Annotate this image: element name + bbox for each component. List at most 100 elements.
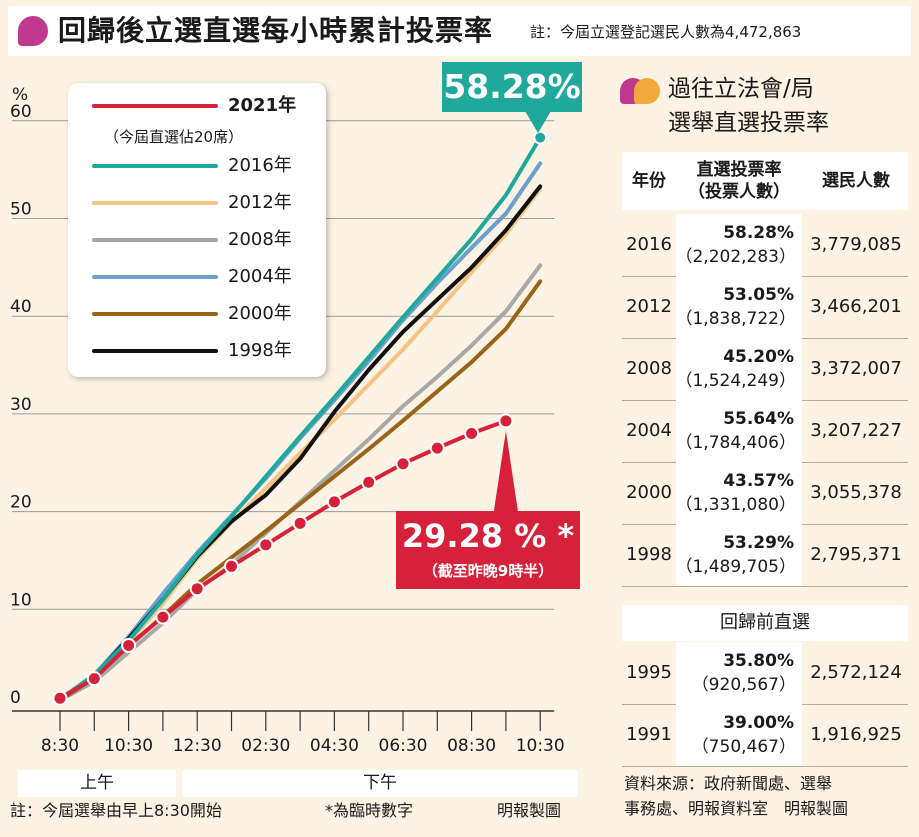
row-voters: 1,916,925 [810, 724, 902, 745]
point-2021-0 [52, 690, 68, 706]
legend-label-2016: 2016年 [228, 155, 292, 176]
row-rate: 35.80% [723, 651, 794, 671]
legend-label-2012: 2012年 [228, 192, 292, 213]
header-rate-line2: （投票人數） [688, 182, 790, 202]
table-row: 2012 53.05% （1,838,722） 3,466,201 [622, 276, 908, 339]
side-title-line2: 選舉直選投票率 [668, 110, 829, 136]
header-year: 年份 [632, 171, 666, 191]
x-tick-label-0: 8:30 [41, 736, 79, 756]
orange-dot-icon [634, 78, 660, 104]
point-2021-11 [429, 440, 445, 456]
footer-note: 註：今屆選舉由早上8:30開始 [10, 801, 222, 820]
row-rate-cell: 43.57% （1,331,080） [675, 462, 802, 524]
row-rate-cell: 53.29% （1,489,705） [675, 524, 802, 586]
table-row: 2016 58.28% （2,202,283） 3,779,085 [622, 214, 908, 277]
y-tick-label-40: 40 [10, 297, 32, 317]
legend-note: （今屆直選佔20席） [104, 128, 244, 146]
row-votes: （920,567） [691, 675, 796, 695]
row-votes: （1,331,080） [675, 495, 796, 515]
point-2021-12 [464, 425, 480, 441]
y-tick-label-0: 0 [10, 688, 21, 708]
table-row: 1998 53.29% （1,489,705） 2,795,371 [622, 524, 908, 587]
table-row: 2008 45.20% （1,524,249） 3,372,007 [622, 338, 908, 401]
row-rate-cell: 55.64% （1,784,406） [675, 400, 802, 462]
row-voters: 3,207,227 [810, 420, 902, 441]
row-rate: 55.64% [723, 409, 794, 429]
row-rate-cell: 39.00% （750,467） [676, 704, 802, 766]
source-line1: 資料來源：政府新聞處、選舉 [624, 774, 833, 793]
header-rate-line1: 直選投票率 [696, 160, 782, 180]
footer-credit: 明報製圖 [497, 801, 562, 820]
x-tick-label-4: 12:30 [173, 736, 222, 756]
row-votes: （1,838,722） [675, 309, 796, 329]
legend-item-2008: 2008年 [92, 223, 322, 257]
x-tick-label-2: 10:30 [104, 736, 153, 756]
row-rate: 53.29% [723, 533, 794, 553]
legend-item-1998: 1998年 [92, 334, 322, 368]
title-note: 註：今屆立選登記選民人數為4,472,863 [530, 23, 802, 41]
row-votes: （2,202,283） [675, 247, 796, 267]
legend-item-2021: 2021年 （今屆直選佔20席） [92, 89, 322, 146]
legend-label-2008: 2008年 [228, 229, 292, 250]
row-rate-cell: 53.05% （1,838,722） [675, 276, 802, 338]
chart-title: 回歸後立選直選每小時累計投票率 [58, 14, 494, 47]
row-year: 2004 [626, 420, 672, 441]
callout-2021-pointer [493, 430, 518, 511]
table-row: 1991 39.00% （750,467） 1,916,925 [622, 704, 908, 767]
row-votes: （750,467） [691, 737, 796, 757]
legend-item-2000: 2000年 [92, 297, 322, 331]
callout-2021-value: 29.28 % * [401, 517, 575, 555]
footer-star-note: *為臨時數字 [325, 801, 414, 820]
callout-2016-final: 58.28% [442, 62, 582, 112]
callout-2016-pointer [525, 111, 551, 133]
row-year: 2000 [626, 482, 672, 503]
table-row: 2004 55.64% （1,784,406） 3,207,227 [622, 400, 908, 463]
point-2016-final [533, 130, 548, 145]
row-votes: （1,489,705） [675, 557, 796, 577]
table-row: 1995 35.80% （920,567） 2,572,124 [622, 642, 908, 705]
row-rate: 39.00% [723, 713, 794, 733]
point-2021-13 [498, 413, 514, 429]
legend-label-1998: 1998年 [228, 340, 292, 361]
y-tick-label-30: 30 [10, 395, 32, 415]
legend-swatch-2008 [92, 238, 218, 242]
row-rate: 58.28% [723, 223, 794, 243]
table-row: 2000 43.57% （1,331,080） 3,055,378 [622, 462, 908, 525]
x-tick-label-10: 06:30 [379, 736, 428, 756]
title-bar: 回歸後立選直選每小時累計投票率 註：今屆立選登記選民人數為4,472,863 [8, 6, 911, 56]
y-tick-label-20: 20 [10, 493, 32, 513]
chart-series [52, 130, 548, 706]
row-voters: 3,466,201 [810, 296, 902, 317]
source-line2: 事務處、明報資料室 明報製圖 [624, 799, 849, 818]
pre-handover-header: 回歸前直選 [622, 605, 908, 641]
y-tick-label-10: 10 [10, 590, 32, 610]
series-line-2016年 [58, 135, 543, 702]
row-year: 1995 [626, 662, 672, 683]
row-rate-cell: 58.28% （2,202,283） [675, 214, 802, 276]
point-2021-7 [292, 515, 308, 531]
legend-label-2000: 2000年 [228, 303, 292, 324]
period-label-pm: 下午 [182, 770, 578, 797]
legend-swatch-2016 [92, 164, 218, 168]
legend-swatch-2021 [92, 104, 218, 108]
x-tick-label-12: 08:30 [447, 736, 496, 756]
point-2021-3 [155, 609, 171, 625]
point-2021-2 [121, 637, 137, 653]
legend-label-2004: 2004年 [228, 266, 292, 287]
point-2021-5 [224, 558, 239, 574]
legend-swatch-2004 [92, 275, 218, 279]
row-year: 2008 [626, 358, 672, 379]
point-2021-4 [189, 581, 205, 597]
legend-item-2004: 2004年 [92, 260, 322, 294]
x-tick-label-14: 10:30 [516, 736, 565, 756]
x-tick-label-8: 04:30 [310, 736, 359, 756]
legend-item-2012: 2012年 [92, 186, 322, 220]
point-2021-1 [86, 671, 102, 687]
row-rate-cell: 45.20% （1,524,249） [675, 338, 802, 400]
header-voters: 選民人數 [822, 171, 890, 191]
row-year: 1998 [626, 544, 672, 565]
chart-legend: 2021年 （今屆直選佔20席） 2016年 2012年 2008年 2004年… [68, 83, 326, 377]
y-axis-label: % [12, 85, 28, 105]
y-tick-label-60: 60 [10, 102, 32, 122]
row-rate: 45.20% [723, 347, 794, 367]
